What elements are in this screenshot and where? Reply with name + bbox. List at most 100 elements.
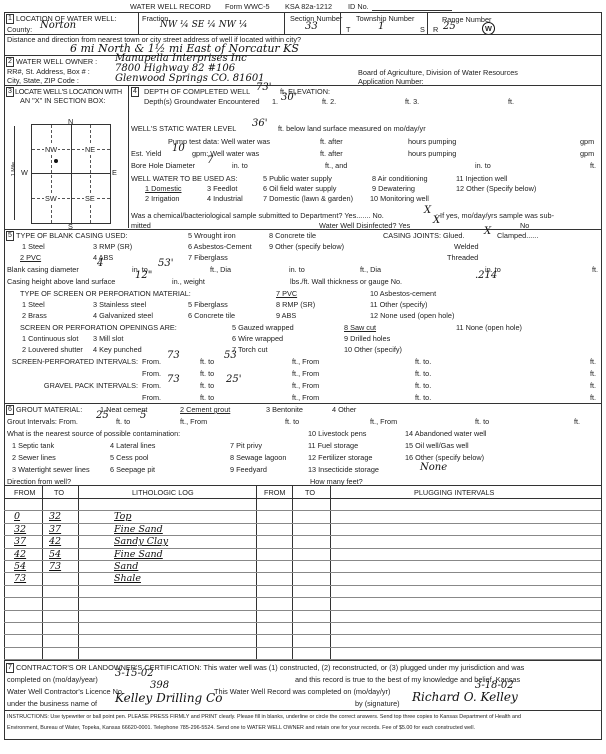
joints-glued-mark[interactable]: X: [484, 226, 492, 237]
use-option[interactable]: 9 Dewatering: [372, 184, 415, 193]
source-option[interactable]: 6 Seepage pit: [110, 465, 156, 474]
opening-option[interactable]: 3 Mill slot: [93, 334, 124, 343]
source-option[interactable]: 1 Septic tank: [12, 441, 55, 450]
use-option[interactable]: 4 Industrial: [207, 194, 243, 203]
log-cell-from[interactable]: 0: [14, 511, 21, 523]
source-option[interactable]: 13 Insecticide storage: [308, 465, 379, 474]
blank-to-value[interactable]: 53': [158, 258, 174, 269]
grout-from-value[interactable]: 25: [96, 410, 109, 421]
source-option[interactable]: 16 Other (specify below): [405, 453, 485, 462]
log-cell-to[interactable]: 32: [49, 511, 62, 523]
casing-option[interactable]: 6 Asbestos-Cement: [188, 242, 252, 251]
casing-option[interactable]: 9 Other (specify below): [269, 242, 345, 251]
grout-option[interactable]: 3 Bentonite: [266, 405, 303, 414]
log-cell-from[interactable]: 73: [14, 573, 27, 585]
log-cell-desc[interactable]: Sand: [114, 561, 139, 572]
use-option[interactable]: 3 Feedlot: [207, 184, 238, 193]
screen-option[interactable]: 6 Concrete tile: [188, 311, 236, 320]
opening-option[interactable]: 4 Key punched: [93, 345, 142, 354]
other-source-value[interactable]: None: [420, 462, 448, 473]
use-option[interactable]: 6 Oil field water supply: [263, 184, 337, 193]
source-option[interactable]: 10 Livestock pens: [308, 429, 367, 438]
grout-cement-selected[interactable]: 2 Cement grout: [180, 405, 231, 414]
log-cell-to[interactable]: 54: [49, 548, 62, 560]
source-option[interactable]: 5 Cess pool: [110, 453, 149, 462]
section-number-value[interactable]: 33: [305, 21, 318, 32]
screen-option[interactable]: 10 Asbestos-cement: [370, 289, 437, 298]
log-cell-to[interactable]: 37: [49, 523, 62, 535]
business-name-value[interactable]: Kelley Drilling Co: [115, 691, 223, 705]
screen-option[interactable]: 9 ABS: [276, 311, 297, 320]
groundwater-1-value[interactable]: 30': [281, 92, 297, 103]
casing-pvc-selected[interactable]: 2 PVC: [20, 253, 42, 262]
log-cell-desc[interactable]: Fine Sand: [114, 523, 163, 535]
log-cell-desc[interactable]: Fine Sand: [114, 548, 163, 560]
opening-option[interactable]: 9 Drilled holes: [344, 334, 391, 343]
screen-option[interactable]: 11 Other (specify): [370, 300, 428, 309]
disinfected-no[interactable]: No: [520, 221, 530, 230]
use-option[interactable]: 12 Other (Specify below): [456, 184, 537, 193]
opening-option[interactable]: 7 Torch cut: [232, 345, 268, 354]
opening-saw-cut-selected[interactable]: 8 Saw cut: [344, 323, 377, 332]
joints-threaded[interactable]: Threaded: [447, 253, 479, 262]
screen-option[interactable]: 5 Fiberglass: [188, 300, 228, 309]
source-option[interactable]: 9 Feedyard: [230, 465, 267, 474]
log-cell-to[interactable]: 42: [49, 536, 62, 548]
screen-option[interactable]: 1 Steel: [22, 300, 45, 309]
depth-value[interactable]: 73': [256, 82, 272, 93]
section-map[interactable]: NW NE SW SE: [31, 124, 111, 224]
casing-option[interactable]: 5 Wrought iron: [188, 231, 236, 240]
screen-option[interactable]: 12 None used (open hole): [370, 311, 455, 320]
source-option[interactable]: 8 Sewage lagoon: [230, 453, 287, 462]
opening-option[interactable]: 2 Louvered shutter: [22, 345, 83, 354]
casing-option[interactable]: 8 Concrete tile: [269, 231, 317, 240]
casing-option[interactable]: 3 RMP (SR): [93, 242, 133, 251]
distance-value[interactable]: 6 mi North & 1½ mi East of Norcatur KS: [70, 42, 299, 55]
grout-option[interactable]: 4 Other: [332, 405, 357, 414]
opening-option[interactable]: 1 Continuous slot: [22, 334, 79, 343]
log-cell-from[interactable]: 54: [14, 561, 27, 572]
source-option[interactable]: 7 Pit privy: [230, 441, 263, 450]
log-cell-from[interactable]: 42: [14, 548, 27, 560]
screen-option[interactable]: 4 Galvanized steel: [93, 311, 154, 320]
city-value[interactable]: Glenwood Springs CO. 81601: [115, 73, 265, 84]
gravel-from-value[interactable]: 73: [167, 374, 180, 385]
source-option[interactable]: 14 Abandoned water well: [405, 429, 487, 438]
log-cell-desc[interactable]: Sandy Clay: [114, 536, 169, 548]
source-option[interactable]: 3 Watertight sewer lines: [12, 465, 90, 474]
opening-option[interactable]: 6 Wire wrapped: [232, 334, 284, 343]
log-cell-to[interactable]: 73: [49, 561, 62, 572]
source-option[interactable]: 11 Fuel storage: [308, 441, 359, 450]
casing-option[interactable]: 7 Fiberglass: [188, 253, 228, 262]
opening-option[interactable]: 11 None (open hole): [456, 323, 522, 332]
disinfected-yes-mark[interactable]: X: [433, 215, 441, 226]
screen-option[interactable]: 8 RMP (SR): [276, 300, 316, 309]
joints-clamped[interactable]: Clamped......: [497, 231, 539, 240]
joints-welded[interactable]: Welded: [454, 242, 479, 251]
gauge-value[interactable]: .214: [475, 270, 498, 281]
casing-height-value[interactable]: 12": [135, 270, 153, 281]
source-option[interactable]: 15 Oil well/Gas well: [405, 441, 469, 450]
range-value[interactable]: 25: [443, 21, 456, 32]
log-cell-desc[interactable]: Shale: [114, 573, 141, 585]
yield-value[interactable]: 10: [172, 143, 185, 154]
source-option[interactable]: 2 Sewer lines: [12, 453, 56, 462]
perf-to-value[interactable]: 53: [224, 350, 237, 361]
use-option[interactable]: 2 Irrigation: [145, 194, 180, 203]
fraction-value[interactable]: NW ¼ SE ¼ NW ¼: [160, 20, 248, 30]
source-option[interactable]: 4 Lateral lines: [110, 441, 156, 450]
owner-value[interactable]: Manupella Interprises Inc: [115, 53, 247, 64]
bore-value[interactable]: 7: [207, 155, 214, 166]
address-value[interactable]: 7800 Highway 82 #106: [115, 63, 236, 74]
use-option[interactable]: 11 Injection well: [456, 174, 508, 183]
perf-from-value[interactable]: 73: [167, 350, 180, 361]
use-option[interactable]: 7 Domestic (lawn & garden): [263, 194, 354, 203]
opening-option[interactable]: 10 Other (specify): [344, 345, 402, 354]
county-value[interactable]: Norton: [40, 20, 77, 31]
log-cell-from[interactable]: 32: [14, 523, 27, 535]
screen-option[interactable]: 3 Stainless steel: [93, 300, 147, 309]
screen-option[interactable]: 2 Brass: [22, 311, 47, 320]
source-option[interactable]: 12 Fertilizer storage: [308, 453, 373, 462]
screen-pvc-selected[interactable]: 7 PVC: [276, 289, 298, 298]
static-level-value[interactable]: 36': [252, 118, 268, 129]
